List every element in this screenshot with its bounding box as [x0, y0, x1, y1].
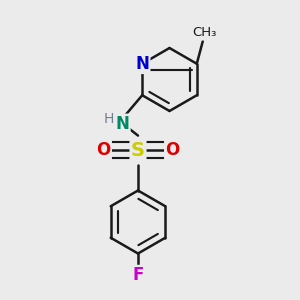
Text: S: S — [131, 140, 145, 160]
Text: N: N — [135, 55, 149, 73]
Text: N: N — [116, 115, 129, 133]
Text: H: H — [103, 112, 114, 126]
Text: F: F — [132, 266, 144, 284]
Text: CH₃: CH₃ — [192, 26, 217, 39]
Text: O: O — [96, 141, 111, 159]
Text: O: O — [165, 141, 180, 159]
